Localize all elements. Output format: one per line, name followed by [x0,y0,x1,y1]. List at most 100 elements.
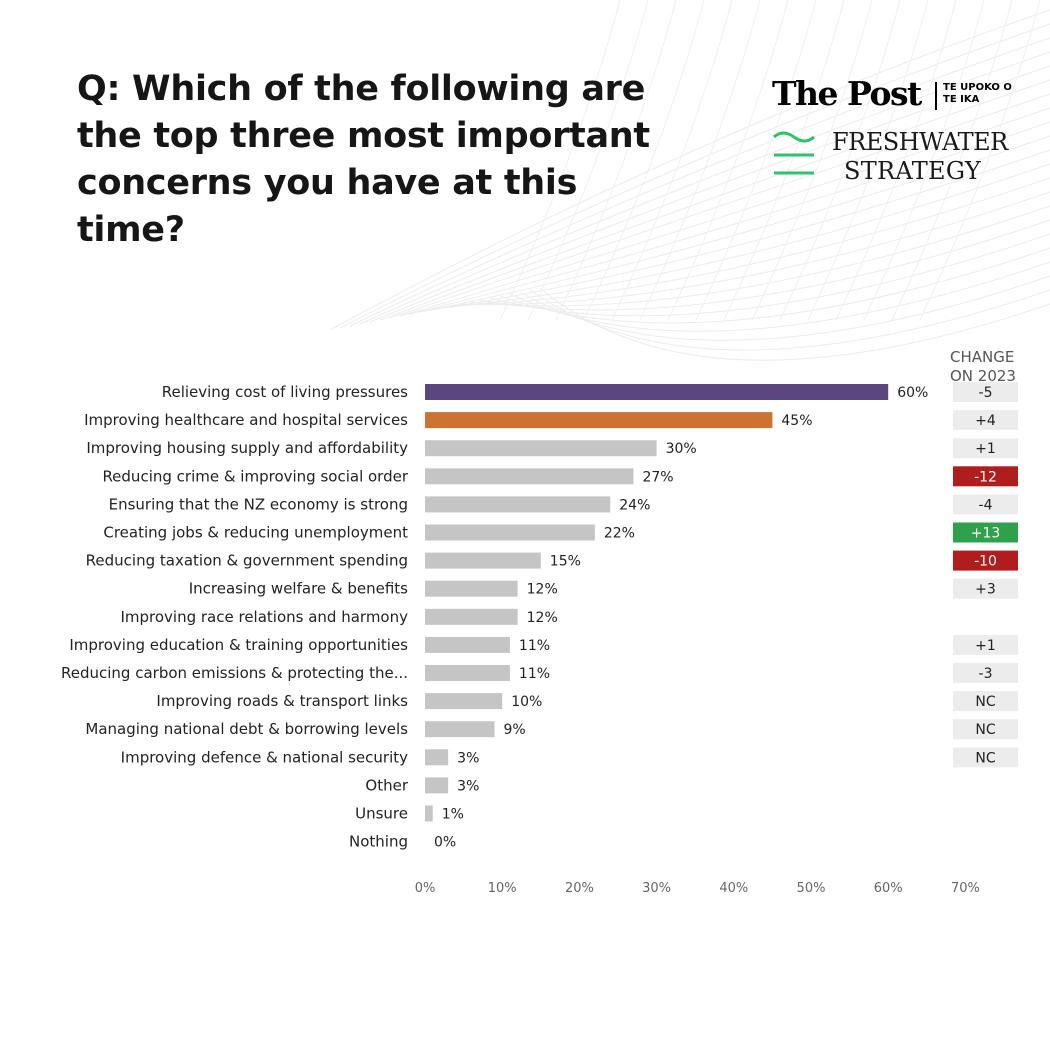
category-label: Nothing [349,833,408,851]
category-label: Creating jobs & reducing unemployment [103,524,408,542]
value-label: 11% [519,638,550,654]
x-tick-label: 0% [415,881,436,896]
x-tick-label: 60% [874,881,903,896]
category-label: Relieving cost of living pressures [162,383,408,401]
category-label: Unsure [355,805,408,823]
change-badge [953,382,1018,402]
value-label: 1% [442,807,464,823]
change-value: +4 [975,413,996,429]
change-badge [953,494,1018,515]
bar [425,777,449,794]
category-label: Improving housing supply and affordabili… [86,439,408,457]
concerns-bar-chart: Relieving cost of living pressures 60% -5 I… [61,382,1018,896]
question-title: Q: Which of the following are the top th… [77,69,650,250]
change-value: +13 [971,526,1001,542]
the-post-tagline: TE UPOKO O TE IKA [943,82,1012,105]
value-label: 9% [503,722,525,738]
change-value: -12 [974,469,997,485]
value-label: 12% [527,610,558,626]
value-label: 15% [550,554,581,570]
category-label: Reducing carbon emissions & protecting t… [61,664,408,682]
change-value: -4 [979,497,993,513]
change-badge [953,438,1018,459]
change-badge [953,550,1018,571]
x-tick-label: 10% [488,881,517,896]
change-header-line2: ON 2023 [950,367,1016,385]
change-value: NC [975,722,995,738]
category-label: Reducing taxation & government spending [86,552,408,570]
logos: The Post TE UPOKO O TE IKA FRESHWATER ST… [772,72,1032,202]
mesh-curve [667,0,789,321]
value-label: 3% [457,778,479,794]
value-label: 11% [519,666,550,682]
bar [425,552,541,569]
change-value: -10 [974,554,997,570]
bar [425,440,657,457]
change-value: +1 [975,638,996,654]
logo-divider [935,82,937,110]
change-value: NC [975,694,995,710]
change-badge [953,663,1018,683]
bar [425,805,433,822]
bar [425,749,449,766]
bar [425,384,889,400]
bar [425,496,611,513]
value-label: 12% [527,582,558,598]
x-tick-label: 20% [565,881,594,896]
bar [425,608,518,625]
category-label: Improving defence & national security [121,748,408,766]
change-value: -3 [979,666,993,682]
mesh-curve [509,261,1050,332]
change-badge [953,691,1018,712]
change-header-line1: CHANGE [950,348,1015,366]
category-label: Other [365,776,408,794]
change-value: NC [975,750,995,766]
x-tick-label: 40% [719,881,748,896]
value-label: 45% [781,413,812,429]
bar [425,412,773,429]
change-badge [953,578,1018,599]
change-badge [953,466,1018,487]
change-badge [953,719,1018,740]
mesh-curve [499,247,1050,324]
bar [425,580,518,597]
freshwater-logo-line2: STRATEGY [844,157,982,185]
category-label: Reducing crime & improving social order [102,467,408,485]
value-label: 27% [642,469,673,485]
change-badge [953,410,1018,431]
bar [425,468,634,485]
category-label: Improving healthcare and hospital servic… [84,411,408,429]
bar [425,636,510,653]
value-label: 10% [511,694,542,710]
value-label: 24% [619,497,650,513]
x-tick-label: 30% [642,881,671,896]
bar [425,665,510,681]
x-tick-label: 70% [951,881,980,896]
value-label: 60% [897,385,928,401]
category-label: Improving education & training opportuni… [69,636,408,654]
category-label: Improving roads & transport links [156,692,408,710]
bar [425,721,495,738]
change-badge [953,747,1018,768]
value-label: 30% [666,441,697,457]
wave-lines-icon [773,131,815,175]
value-label: 0% [434,835,456,851]
the-post-logo: The Post [772,74,922,113]
bar [425,524,595,541]
category-label: Managing national debt & borrowing level… [85,720,408,738]
change-badge [953,522,1018,543]
change-badge [953,634,1018,655]
category-label: Improving race relations and harmony [120,608,408,626]
value-label: 3% [457,750,479,766]
freshwater-logo-line1: FRESHWATER [832,128,1008,156]
x-tick-label: 50% [797,881,826,896]
change-column-header: CHANGE ON 2023 [950,348,1040,386]
freshwater-strategy-logo: FRESHWATER STRATEGY [832,128,1032,186]
change-value: +3 [975,582,996,598]
change-value: +1 [975,441,996,457]
change-value: -5 [979,385,993,401]
value-label: 22% [604,526,635,542]
category-label: Increasing welfare & benefits [189,580,408,598]
category-label: Ensuring that the NZ economy is strong [109,495,408,513]
bar [425,693,503,710]
